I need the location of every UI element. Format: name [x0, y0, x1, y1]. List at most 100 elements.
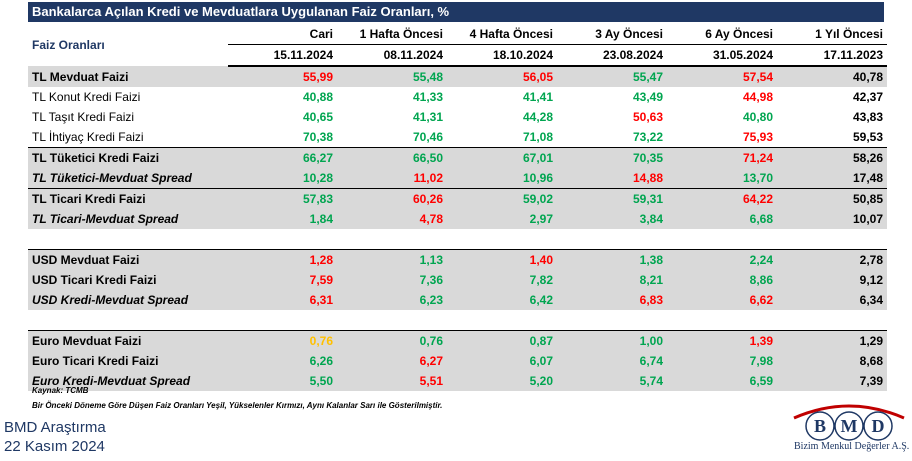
rate-cell: 66,27 — [228, 147, 337, 168]
rate-cell: 6,68 — [667, 209, 777, 229]
rate-cell: 6,62 — [667, 290, 777, 310]
table-row: TL İhtiyaç Kredi Faizi 70,38 70,46 71,08 73,… — [28, 127, 887, 148]
rate-cell: 6,26 — [228, 351, 337, 371]
table-row: Euro Mevduat Faizi 0,76 0,76 0,87 1,00 1,39 1,… — [28, 330, 887, 351]
header-date: 17.11.2023 — [777, 44, 887, 67]
rate-cell: 66,50 — [337, 147, 447, 168]
svg-text:D: D — [872, 416, 885, 436]
rate-cell: 40,88 — [302, 90, 333, 104]
footer-publisher: BMD Araştırma — [4, 419, 106, 436]
rate-cell: 58,26 — [777, 147, 887, 168]
table-row: TL Tüketici-Mevduat Spread 10,28 11,02 10,9… — [28, 168, 887, 189]
header-period: 6 Ay Öncesi — [667, 24, 777, 45]
rate-cell: 1,13 — [337, 249, 447, 270]
bmd-logo: B M D — [793, 404, 905, 441]
rate-cell: 9,12 — [777, 270, 887, 290]
rate-cell: 64,22 — [667, 188, 777, 209]
rate-cell: 10,96 — [447, 168, 557, 189]
rate-cell: 13,70 — [667, 168, 777, 189]
svg-text:B: B — [814, 416, 826, 436]
table-row: TL Tüketici Kredi Faizi 66,27 66,50 67,01 70… — [28, 147, 887, 168]
rate-cell: 6,31 — [228, 290, 337, 310]
rate-cell: 7,59 — [228, 270, 337, 290]
row-label: TL İhtiyaç Kredi Faizi — [32, 130, 144, 144]
page-title: Bankalarca Açılan Kredi ve Mevduatlara U… — [28, 2, 884, 22]
rate-cell: 40,65 — [302, 110, 333, 124]
rate-cell: 70,35 — [557, 147, 667, 168]
header-periods-row: Faiz Oranları Cari 1 Hafta Öncesi 4 Haft… — [28, 24, 887, 52]
rate-cell: 40,80 — [742, 110, 773, 124]
rate-cell: 8,21 — [557, 270, 667, 290]
rate-cell: 55,47 — [557, 66, 667, 87]
rate-cell: 8,68 — [777, 351, 887, 371]
row-label: USD Ticari Kredi Faizi — [28, 270, 228, 290]
rate-cell: 71,24 — [667, 147, 777, 168]
rate-cell: 41,31 — [412, 110, 443, 124]
row-label: TL Taşıt Kredi Faizi — [32, 110, 135, 124]
rate-cell: 6,23 — [337, 290, 447, 310]
rate-cell: 2,24 — [667, 249, 777, 270]
rate-cell: 7,98 — [667, 351, 777, 371]
rate-cell: 10,28 — [228, 168, 337, 189]
rate-cell: 1,29 — [777, 330, 887, 351]
rate-cell: 67,01 — [447, 147, 557, 168]
table-row: USD Mevduat Faizi 1,28 1,13 1,40 1,38 2,24 2,7… — [28, 249, 887, 270]
rate-cell: 6,83 — [557, 290, 667, 310]
row-label: Euro Mevduat Faizi — [28, 330, 228, 351]
color-legend-note: Bir Önceki Döneme Göre Düşen Faiz Oranla… — [32, 401, 443, 410]
header-period: 3 Ay Öncesi — [557, 24, 667, 45]
header-period: Cari — [228, 24, 337, 45]
rate-cell: 6,07 — [447, 351, 557, 371]
rate-cell: 59,31 — [557, 188, 667, 209]
logo-swoosh — [793, 404, 905, 420]
rate-cell: 57,54 — [667, 66, 777, 87]
rate-cell: 41,33 — [412, 90, 443, 104]
rate-cell: 6,59 — [667, 371, 777, 391]
rate-cell: 44,28 — [522, 110, 553, 124]
table-spacer — [28, 310, 887, 331]
table-row: TL Mevduat Faizi 55,99 55,48 56,05 55,47 57,5… — [28, 66, 887, 87]
rate-cell: 59,02 — [447, 188, 557, 209]
table-row: Euro Kredi-Mevduat Spread 5,50 5,51 5,20 5,7… — [28, 371, 887, 391]
rate-cell: 2,78 — [777, 249, 887, 270]
header-dates-row: 15.11.2024 08.11.2024 18.10.2024 23.08.2… — [28, 44, 887, 67]
source-note: Kaynak: TCMB — [32, 386, 89, 395]
table-row: TL Konut Kredi Faizi 40,88 41,33 41,41 43,49… — [28, 87, 887, 107]
rate-cell: 10,07 — [777, 209, 887, 229]
rate-cell: 7,36 — [337, 270, 447, 290]
rate-cell: 1,84 — [228, 209, 337, 229]
table-row: Euro Ticari Kredi Faizi 6,26 6,27 6,07 6,74 7… — [28, 351, 887, 371]
header-date: 18.10.2024 — [447, 44, 557, 67]
header-period: 4 Hafta Öncesi — [447, 24, 557, 45]
table-row: TL Ticari-Mevduat Spread 1,84 4,78 2,97 3,84… — [28, 209, 887, 229]
rate-cell: 70,38 — [302, 130, 333, 144]
row-label: Euro Kredi-Mevduat Spread — [28, 371, 228, 391]
header-period: 1 Hafta Öncesi — [337, 24, 447, 45]
rate-cell: 59,53 — [852, 130, 883, 144]
rate-cell: 14,88 — [557, 168, 667, 189]
row-label: TL Tüketici Kredi Faizi — [28, 147, 228, 168]
rate-cell: 43,49 — [632, 90, 663, 104]
header-date: 15.11.2024 — [228, 44, 337, 67]
rate-cell: 60,26 — [337, 188, 447, 209]
rate-cell: 50,63 — [632, 110, 663, 124]
rate-cell: 1,38 — [557, 249, 667, 270]
footer-date: 22 Kasım 2024 — [4, 438, 105, 455]
row-label: TL Ticari Kredi Faizi — [28, 188, 228, 209]
row-label: TL Ticari-Mevduat Spread — [28, 209, 228, 229]
rate-cell: 5,51 — [337, 371, 447, 391]
rate-cell: 56,05 — [447, 66, 557, 87]
rate-cell: 5,50 — [228, 371, 337, 391]
rate-cell: 70,46 — [412, 130, 443, 144]
rate-cell: 4,78 — [337, 209, 447, 229]
rate-cell: 0,87 — [447, 330, 557, 351]
rate-cell: 1,39 — [667, 330, 777, 351]
row-label: USD Kredi-Mevduat Spread — [28, 290, 228, 310]
rate-cell: 73,22 — [632, 130, 663, 144]
rate-cell: 57,83 — [228, 188, 337, 209]
rate-cell: 50,85 — [777, 188, 887, 209]
rate-cell: 41,41 — [522, 90, 553, 104]
rate-cell: 17,48 — [777, 168, 887, 189]
rate-cell: 0,76 — [228, 330, 337, 351]
header-date: 08.11.2024 — [337, 44, 447, 67]
